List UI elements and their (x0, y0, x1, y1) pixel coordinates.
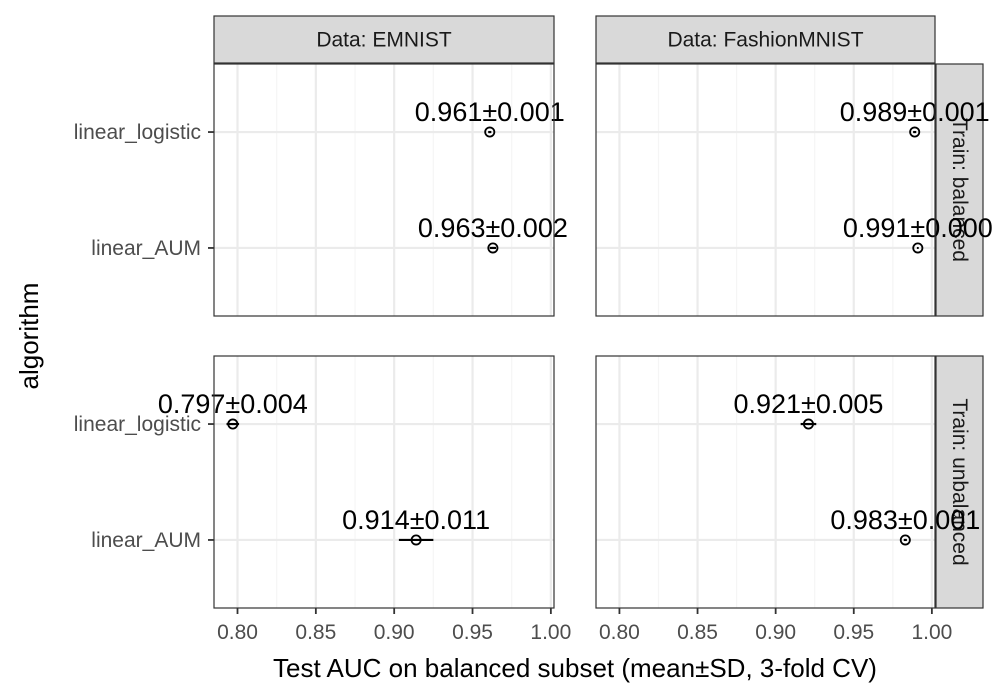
data-point-center (807, 422, 810, 426)
y-tick-label: linear_logistic (74, 413, 201, 436)
row-strip-label: Train: balanced (948, 118, 971, 262)
column-strip-label: Data: EMNIST (316, 29, 452, 52)
data-point-center (916, 246, 919, 250)
column-strip-1 (595, 15, 936, 64)
data-point-center (491, 246, 494, 250)
y-tick-label: linear_logistic (74, 121, 201, 144)
data-label: 0.989±0.001 (840, 97, 990, 127)
panel-border (213, 355, 555, 609)
x-tick-label: 0.90 (374, 621, 415, 644)
data-point-center (488, 130, 491, 134)
data-point (899, 534, 911, 546)
x-tick-label: 0.85 (677, 621, 718, 644)
x-tick-label: 0.90 (755, 621, 796, 644)
panel-background (596, 356, 935, 608)
x-tick-label: 1.00 (530, 621, 571, 644)
data-point-center (913, 130, 916, 134)
x-tick-label: 0.80 (217, 621, 258, 644)
data-label: 0.921±0.005 (733, 389, 883, 419)
panel-border (595, 355, 936, 609)
panel-border (213, 63, 555, 317)
data-point (484, 126, 496, 138)
y-axis-title: algorithm (14, 283, 44, 390)
data-point (909, 126, 921, 138)
data-point (802, 418, 814, 430)
column-strip-0 (213, 15, 555, 64)
x-tick-label: 0.95 (452, 621, 493, 644)
row-strip-label: Train: unbalanced (948, 398, 971, 565)
data-point-center (231, 422, 234, 426)
row-strip-0 (935, 63, 984, 317)
x-axis-title: Test AUC on balanced subset (mean±SD, 3-… (273, 653, 877, 683)
panel-background (596, 64, 935, 316)
data-point (487, 242, 499, 254)
column-strip-label: Data: FashionMNIST (667, 29, 863, 52)
data-point (410, 534, 422, 546)
data-label: 0.963±0.002 (418, 213, 568, 243)
data-label: 0.797±0.004 (158, 389, 308, 419)
data-label: 0.914±0.011 (342, 505, 490, 535)
y-tick-label: linear_AUM (91, 529, 201, 552)
row-strip-1 (935, 355, 984, 609)
x-tick-label: 0.95 (833, 621, 874, 644)
data-label: 0.983±0.001 (830, 505, 980, 535)
x-tick-label: 0.80 (599, 621, 640, 644)
x-tick-label: 0.85 (295, 621, 336, 644)
data-label: 0.991±0.000 (843, 213, 993, 243)
panel-background (214, 64, 554, 316)
panel-border (595, 63, 936, 317)
data-point-center (415, 538, 418, 542)
data-point (227, 418, 239, 430)
data-point (912, 242, 924, 254)
data-label: 0.961±0.001 (415, 97, 565, 127)
x-tick-label: 1.00 (911, 621, 952, 644)
panel-background (214, 356, 554, 608)
data-point-center (904, 538, 907, 542)
y-tick-label: linear_AUM (91, 237, 201, 260)
